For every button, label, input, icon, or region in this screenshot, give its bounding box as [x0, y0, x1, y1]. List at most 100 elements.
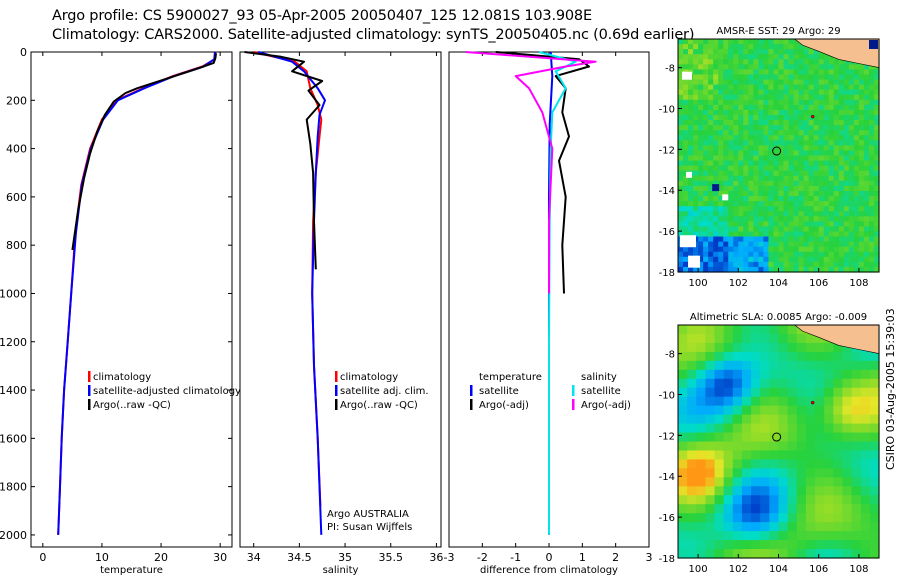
- sla_map-cell: [778, 369, 789, 380]
- sst_map-cell: [708, 99, 714, 106]
- temperature-legend-label: Argo(..raw -QC): [93, 400, 171, 411]
- sst_map-cell: [743, 64, 749, 70]
- sst_map-cell: [853, 74, 860, 81]
- sst_map-cell: [788, 64, 795, 70]
- sla_map-cell: [760, 360, 770, 371]
- sst_map-cell: [813, 206, 820, 212]
- sst_map-cell: [793, 84, 800, 91]
- sst_map-cell: [808, 94, 815, 101]
- sst_map-cell: [708, 201, 714, 207]
- sst_map-cell: [753, 216, 760, 222]
- sst_map-cell: [738, 246, 744, 253]
- sst_map-cell: [848, 120, 855, 126]
- sla_map-cell: [833, 342, 844, 353]
- sst_map-cell: [748, 175, 754, 182]
- sst_map-cell: [723, 216, 729, 222]
- sst_map-cell: [833, 226, 840, 233]
- sst_map-cell: [783, 74, 790, 81]
- sst_map-cell: [783, 79, 790, 86]
- sst_map-cell: [733, 89, 739, 96]
- sst_map-cell: [778, 94, 785, 101]
- sst_map-cell: [853, 150, 860, 157]
- salinity-legend-label: Argo(..raw -QC): [340, 400, 418, 411]
- sst_map-cell: [823, 74, 830, 81]
- sla_map-cell: [760, 504, 770, 514]
- sla_map-cell: [741, 450, 752, 461]
- sst_map-cell: [838, 140, 845, 146]
- sst_map-cell: [753, 190, 760, 197]
- sst_map-cell: [803, 89, 810, 96]
- sla_map-cell: [778, 495, 789, 505]
- sst_map-cell: [738, 211, 744, 217]
- sst_map-cell: [693, 120, 699, 126]
- sst_map-cell: [818, 256, 825, 263]
- sst_map-cell: [843, 74, 850, 81]
- sla_map-cell: [723, 531, 734, 541]
- sst_map-cell: [753, 266, 760, 273]
- sla_map-cell: [805, 549, 816, 559]
- sst_map-cell: [718, 69, 724, 76]
- sst_map-cell: [773, 180, 780, 187]
- sst_map-cell: [678, 211, 684, 217]
- sst_map-cell: [758, 206, 765, 212]
- sst_map-cell: [783, 145, 790, 152]
- sst_map-cell: [868, 130, 875, 136]
- sst_map-cell: [833, 185, 840, 192]
- sst_map-cell: [698, 155, 704, 162]
- sst_map-cell: [813, 226, 820, 233]
- sla_map-cell: [751, 432, 761, 443]
- sst_map-cell: [788, 266, 795, 273]
- sst_map-cell: [768, 89, 775, 96]
- sla_map-cell: [714, 387, 725, 398]
- sst_map-cell: [713, 216, 719, 222]
- sst_map-cell: [693, 135, 699, 141]
- sla_map-cell: [696, 522, 707, 532]
- sst_map-cell: [818, 59, 825, 65]
- sst_map-cell: [783, 190, 790, 197]
- sst_map-cell: [793, 104, 800, 111]
- sst_map-cell: [678, 79, 684, 86]
- sst_map-cell: [838, 206, 845, 212]
- sla_map-cell: [833, 369, 844, 380]
- sst_map-cell: [873, 241, 880, 248]
- sst_map-cell: [793, 160, 800, 167]
- sst_map-cell: [803, 175, 810, 182]
- sla_map-cell: [705, 423, 716, 434]
- sla_map-ytick-label: -8: [665, 350, 675, 361]
- sst_map-cell: [683, 246, 689, 253]
- sst_map-cell: [788, 74, 795, 81]
- sst_map-cell: [678, 94, 684, 101]
- sst_map-cell: [758, 59, 765, 65]
- sst_map-cell: [833, 94, 840, 101]
- sst_map-cell: [758, 175, 765, 182]
- difference-legend-swatch: [572, 399, 575, 410]
- sst_map-cell: [693, 99, 699, 106]
- sst_map-cell: [693, 160, 699, 167]
- sla_map-cell: [833, 468, 844, 478]
- sla_map-cell: [705, 333, 716, 344]
- temperature-plot-frame: [30, 51, 233, 548]
- sst_map-cell: [753, 170, 760, 177]
- sla_map-cell: [815, 513, 825, 523]
- sst_map-cell: [798, 185, 805, 192]
- sst_map-cell: [793, 109, 800, 116]
- sla_map-cell: [842, 414, 853, 425]
- sst_map-cell: [718, 109, 724, 116]
- sst_map-cell: [773, 190, 780, 197]
- sla_map-cell: [778, 531, 789, 541]
- sla_map-cell: [851, 477, 862, 487]
- sla_map-cell: [678, 495, 688, 505]
- sst_map-cell: [743, 74, 749, 81]
- sla_map-cell: [787, 459, 798, 469]
- sla_map-cell: [705, 387, 716, 398]
- sst_map-cell: [678, 99, 684, 106]
- sla_map-cell: [741, 522, 752, 532]
- sst_map-cell: [828, 261, 835, 268]
- sst_map-cell: [743, 180, 749, 187]
- sla_map-cell: [732, 432, 743, 443]
- sla_map-cell: [760, 522, 770, 532]
- sst_map-cell: [698, 99, 704, 106]
- sst_map-cell: [753, 145, 760, 152]
- sla_map-cell: [842, 549, 853, 559]
- sst_map-cell: [763, 261, 770, 268]
